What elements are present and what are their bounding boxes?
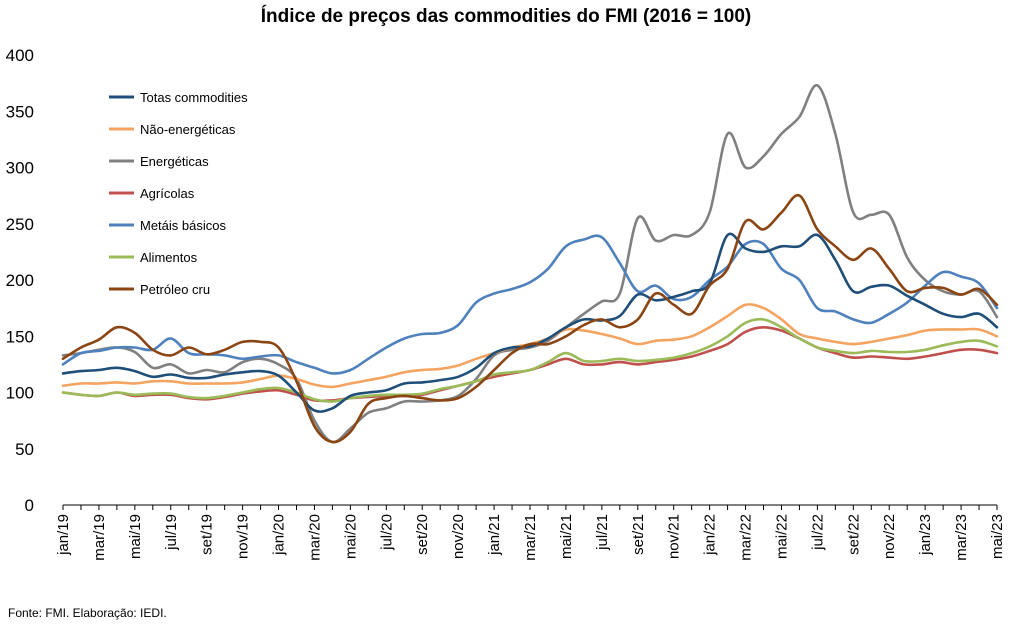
source-note: Fonte: FMI. Elaboração: IEDI. <box>8 606 167 620</box>
x-tick-label: nov/22 <box>881 514 898 559</box>
x-tick-label: jan/21 <box>486 514 503 556</box>
x-tick-label: mai/20 <box>342 514 359 559</box>
x-tick-label: mai/22 <box>773 514 790 559</box>
x-tick-label: mai/21 <box>558 514 575 559</box>
x-axis-labels: jan/19 mar/19 mai/19 jul/19 set/19 nov/19 jan/… <box>55 514 1006 561</box>
x-tick-label: mai/23 <box>989 514 1006 559</box>
x-tick-label: set/21 <box>630 514 647 555</box>
x-tick-label: jan/19 <box>55 514 72 556</box>
y-tick-label: 300 <box>6 159 34 178</box>
x-tick-label: mar/22 <box>738 514 755 561</box>
y-axis-labels: 0 50 100 150 200 250 300 350 400 <box>6 46 34 515</box>
y-tick-label: 400 <box>6 46 34 65</box>
series-line-0 <box>61 232 999 413</box>
y-tick-label: 50 <box>15 440 34 459</box>
x-tick-label: nov/20 <box>450 514 467 559</box>
x-tick-label: mar/23 <box>953 514 970 561</box>
legend: Totas commodities Não-energéticas Energéti… <box>109 90 248 297</box>
series-lines <box>61 84 999 444</box>
y-tick-label: 100 <box>6 384 34 403</box>
y-tick-label: 250 <box>6 215 34 234</box>
x-tick-label: mar/21 <box>522 514 539 561</box>
chart-title: Índice de preços das commodities do FMI … <box>260 6 752 27</box>
x-tick-label: nov/21 <box>666 514 683 559</box>
series-line-6 <box>61 194 999 444</box>
series-line-2 <box>61 84 999 444</box>
x-tick-label: mai/19 <box>127 514 144 559</box>
x-tick-label: mar/20 <box>306 514 323 561</box>
legend-label: Energéticas <box>140 154 209 169</box>
x-tick-label: jul/20 <box>378 514 395 551</box>
y-tick-label: 200 <box>6 271 34 290</box>
x-tick-label: set/19 <box>199 514 216 555</box>
legend-label: Alimentos <box>140 250 198 265</box>
legend-label: Totas commodities <box>140 90 248 105</box>
legend-label: Não-energéticas <box>140 122 236 137</box>
x-tick-label: mar/19 <box>91 514 108 561</box>
series-line-3 <box>61 325 999 403</box>
x-tick-label: jan/22 <box>702 514 719 556</box>
y-tick-label: 0 <box>25 496 34 515</box>
y-tick-label: 350 <box>6 102 34 121</box>
x-tick-label: jan/20 <box>271 514 288 556</box>
x-tick-label: nov/19 <box>235 514 252 559</box>
x-tick-label: jul/19 <box>163 514 180 551</box>
legend-label: Petróleo cru <box>140 282 210 297</box>
legend-label: Agrícolas <box>140 186 195 201</box>
legend-label: Metáis básicos <box>140 218 226 233</box>
x-tick-label: jul/22 <box>809 514 826 551</box>
series-line-5 <box>61 317 999 403</box>
y-tick-label: 150 <box>6 327 34 346</box>
x-tick-label: jul/21 <box>594 514 611 551</box>
x-axis-ticks <box>62 505 998 510</box>
series-line-4 <box>61 234 999 375</box>
x-tick-label: jan/23 <box>917 514 934 556</box>
x-tick-label: set/22 <box>845 514 862 555</box>
x-tick-label: set/20 <box>414 514 431 555</box>
